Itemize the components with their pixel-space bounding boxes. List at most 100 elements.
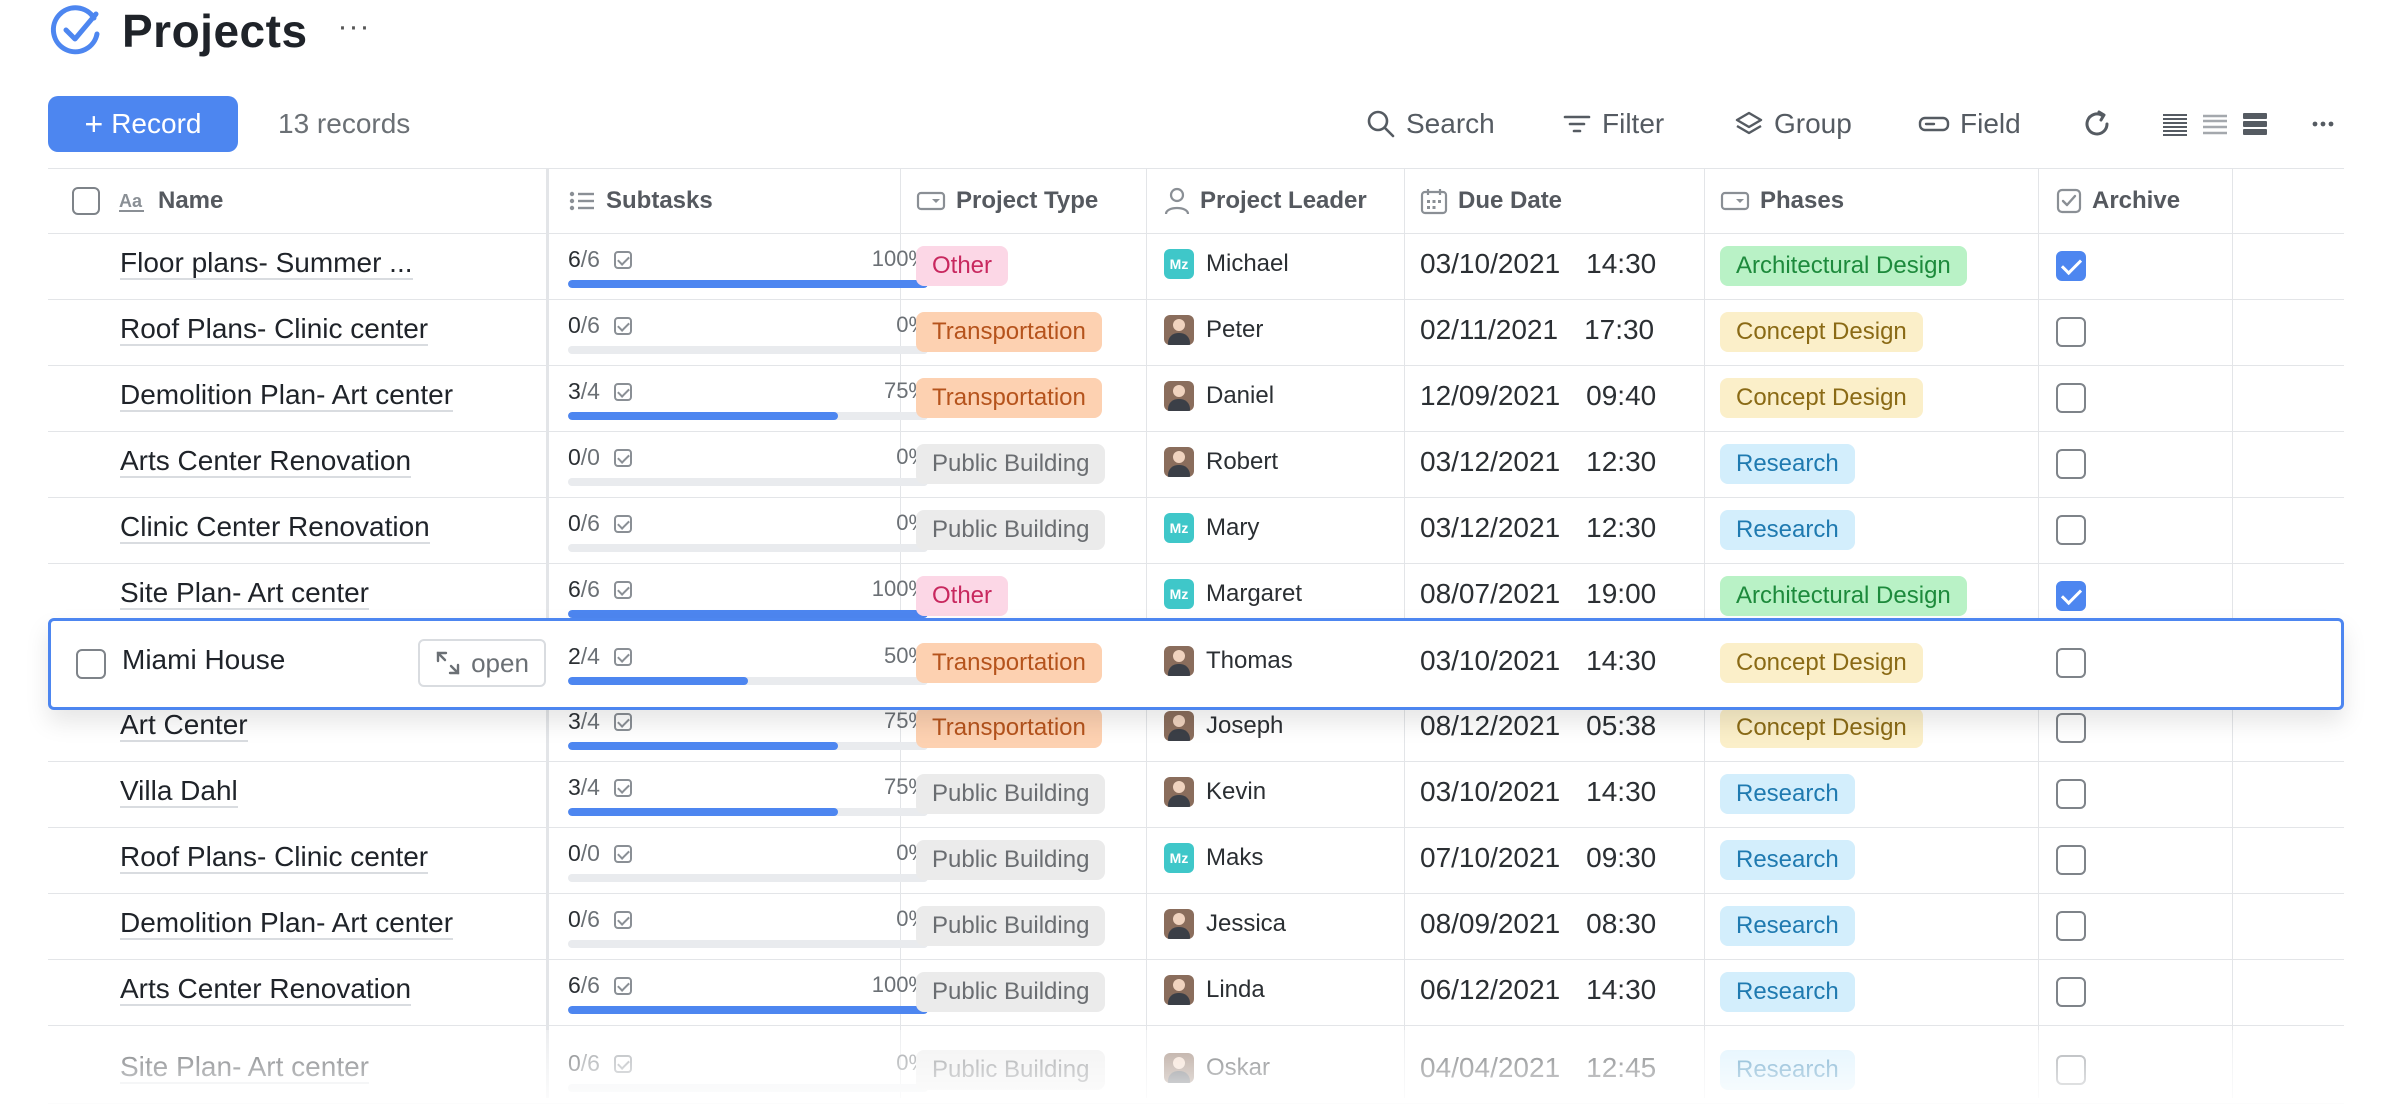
archive-checkbox[interactable]	[2056, 449, 2086, 479]
table-row[interactable]: Demolition Plan- Art center 3/4 75% Tran…	[48, 366, 2344, 432]
phase-tag[interactable]: Research	[1720, 774, 1855, 814]
project-leader[interactable]: Peter	[1164, 315, 1263, 345]
record-name[interactable]: Floor plans- Summer ...	[120, 247, 413, 280]
due-date[interactable]: 06/12/2021 14:30	[1420, 974, 1656, 1006]
archive-checkbox[interactable]	[2056, 251, 2086, 281]
due-date[interactable]: 03/10/2021 14:30	[1420, 776, 1656, 808]
project-leader[interactable]: Mz Mary	[1164, 513, 1259, 543]
column-header-due-date[interactable]: Due Date	[1420, 169, 1562, 233]
column-header-phases[interactable]: Phases	[1720, 169, 1844, 233]
phase-tag[interactable]: Research	[1720, 510, 1855, 550]
record-name[interactable]: Miami House	[122, 644, 286, 675]
column-header-archive[interactable]: Archive	[2056, 169, 2180, 233]
phase-tag[interactable]: Research	[1720, 840, 1855, 880]
project-leader[interactable]: Linda	[1164, 975, 1265, 1005]
due-date[interactable]: 03/10/2021 14:30	[1420, 645, 1656, 677]
project-leader[interactable]: Robert	[1164, 447, 1278, 477]
project-type-tag[interactable]: Other	[916, 576, 1009, 616]
due-date[interactable]: 07/10/2021 09:30	[1420, 842, 1656, 874]
due-date[interactable]: 08/09/2021 08:30	[1420, 908, 1656, 940]
record-name[interactable]: Demolition Plan- Art center	[120, 379, 454, 412]
row-select-checkbox[interactable]	[76, 649, 106, 679]
project-type-tag[interactable]: Transportation	[916, 708, 1102, 748]
project-leader[interactable]: Mz Michael	[1164, 249, 1289, 279]
refresh-button[interactable]	[2080, 104, 2124, 144]
project-type-tag[interactable]: Public Building	[916, 444, 1106, 484]
table-row[interactable]: Arts Center Renovation 6/6 100% Public B…	[48, 960, 2344, 1026]
column-header-project-type[interactable]: Project Type	[916, 169, 1098, 233]
record-name[interactable]: Art Center	[120, 709, 248, 742]
record-name[interactable]: Roof Plans- Clinic center	[120, 313, 429, 346]
due-date[interactable]: 03/12/2021 12:30	[1420, 446, 1656, 478]
open-record-button[interactable]: open	[418, 639, 546, 687]
column-header-project-leader[interactable]: Project Leader	[1164, 169, 1367, 233]
due-date[interactable]: 03/12/2021 12:30	[1420, 512, 1656, 544]
project-type-tag[interactable]: Transportation	[916, 378, 1102, 418]
record-name[interactable]: Demolition Plan- Art center	[120, 907, 454, 940]
table-row[interactable]: Roof Plans- Clinic center 0/0 0% Public …	[48, 828, 2344, 894]
project-type-tag[interactable]: Transportation	[916, 643, 1102, 683]
project-type-tag[interactable]: Public Building	[916, 774, 1106, 814]
archive-checkbox[interactable]	[2056, 515, 2086, 545]
row-height-tall-button[interactable]	[2240, 104, 2280, 144]
phase-tag[interactable]: Concept Design	[1720, 643, 1923, 683]
group-button[interactable]: Group	[1734, 104, 1852, 144]
project-leader[interactable]: Daniel	[1164, 381, 1274, 411]
archive-checkbox[interactable]	[2056, 581, 2086, 611]
due-date[interactable]: 12/09/2021 09:40	[1420, 380, 1656, 412]
project-type-tag[interactable]: Public Building	[916, 906, 1106, 946]
archive-checkbox[interactable]	[2056, 779, 2086, 809]
table-row[interactable]: Floor plans- Summer ... 6/6 100% Other M…	[48, 234, 2344, 300]
archive-checkbox[interactable]	[2056, 977, 2086, 1007]
project-leader[interactable]: Mz Maks	[1164, 843, 1263, 873]
table-row[interactable]: Site Plan- Art center 6/6 100% Other Mz M…	[48, 564, 2344, 630]
due-date[interactable]: 08/07/2021 19:00	[1420, 578, 1656, 610]
record-name[interactable]: Site Plan- Art center	[120, 577, 370, 610]
search-button[interactable]: Search	[1366, 104, 1495, 144]
field-button[interactable]: Field	[1918, 104, 2021, 144]
filter-button[interactable]: Filter	[1562, 104, 1664, 144]
more-options-button[interactable]	[2308, 104, 2348, 144]
row-height-compact-button[interactable]	[2160, 104, 2200, 144]
project-leader[interactable]: Joseph	[1164, 711, 1283, 741]
project-leader[interactable]: Jessica	[1164, 909, 1286, 939]
project-type-tag[interactable]: Public Building	[916, 972, 1106, 1012]
table-row[interactable]: Arts Center Renovation 0/0 0% Public Bui…	[48, 432, 2344, 498]
archive-checkbox[interactable]	[2056, 713, 2086, 743]
column-header-subtasks[interactable]: Subtasks	[568, 169, 713, 233]
table-row[interactable]: Roof Plans- Clinic center 0/6 0% Transpo…	[48, 300, 2344, 366]
title-more-icon[interactable]: ···	[337, 10, 371, 43]
table-row[interactable]: Miami House 2/4 50% Transportation Thoma…	[48, 631, 2344, 697]
project-leader[interactable]: Mz Margaret	[1164, 579, 1302, 609]
phase-tag[interactable]: Concept Design	[1720, 708, 1923, 748]
record-name[interactable]: Clinic Center Renovation	[120, 511, 430, 544]
select-all-checkbox[interactable]	[72, 187, 100, 215]
row-height-medium-button[interactable]	[2200, 104, 2240, 144]
phase-tag[interactable]: Architectural Design	[1720, 246, 1967, 286]
record-name[interactable]: Villa Dahl	[120, 775, 238, 808]
table-row[interactable]: Villa Dahl 3/4 75% Public Building Kevin…	[48, 762, 2344, 828]
phase-tag[interactable]: Concept Design	[1720, 378, 1923, 418]
record-name[interactable]: Arts Center Renovation	[120, 445, 412, 478]
due-date[interactable]: 08/12/2021 05:38	[1420, 710, 1656, 742]
archive-checkbox[interactable]	[2056, 845, 2086, 875]
project-leader[interactable]: Kevin	[1164, 777, 1266, 807]
project-type-tag[interactable]: Public Building	[916, 840, 1106, 880]
selected-row[interactable]: Miami House 2/4 50% Transportation Thoma…	[48, 618, 2344, 710]
column-header-name[interactable]: Aa Name	[118, 169, 223, 233]
archive-checkbox[interactable]	[2056, 648, 2086, 678]
project-type-tag[interactable]: Other	[916, 246, 1009, 286]
archive-checkbox[interactable]	[2056, 317, 2086, 347]
add-record-button[interactable]: + Record	[48, 96, 238, 152]
project-type-tag[interactable]: Public Building	[916, 510, 1106, 550]
table-row[interactable]: Clinic Center Renovation 0/6 0% Public B…	[48, 498, 2344, 564]
record-name[interactable]: Arts Center Renovation	[120, 973, 412, 1006]
phase-tag[interactable]: Concept Design	[1720, 312, 1923, 352]
phase-tag[interactable]: Research	[1720, 906, 1855, 946]
phase-tag[interactable]: Architectural Design	[1720, 576, 1967, 616]
due-date[interactable]: 03/10/2021 14:30	[1420, 248, 1656, 280]
table-row[interactable]: Demolition Plan- Art center 0/6 0% Publi…	[48, 894, 2344, 960]
record-name[interactable]: Roof Plans- Clinic center	[120, 841, 429, 874]
project-type-tag[interactable]: Transportation	[916, 312, 1102, 352]
due-date[interactable]: 02/11/2021 17:30	[1420, 314, 1654, 346]
